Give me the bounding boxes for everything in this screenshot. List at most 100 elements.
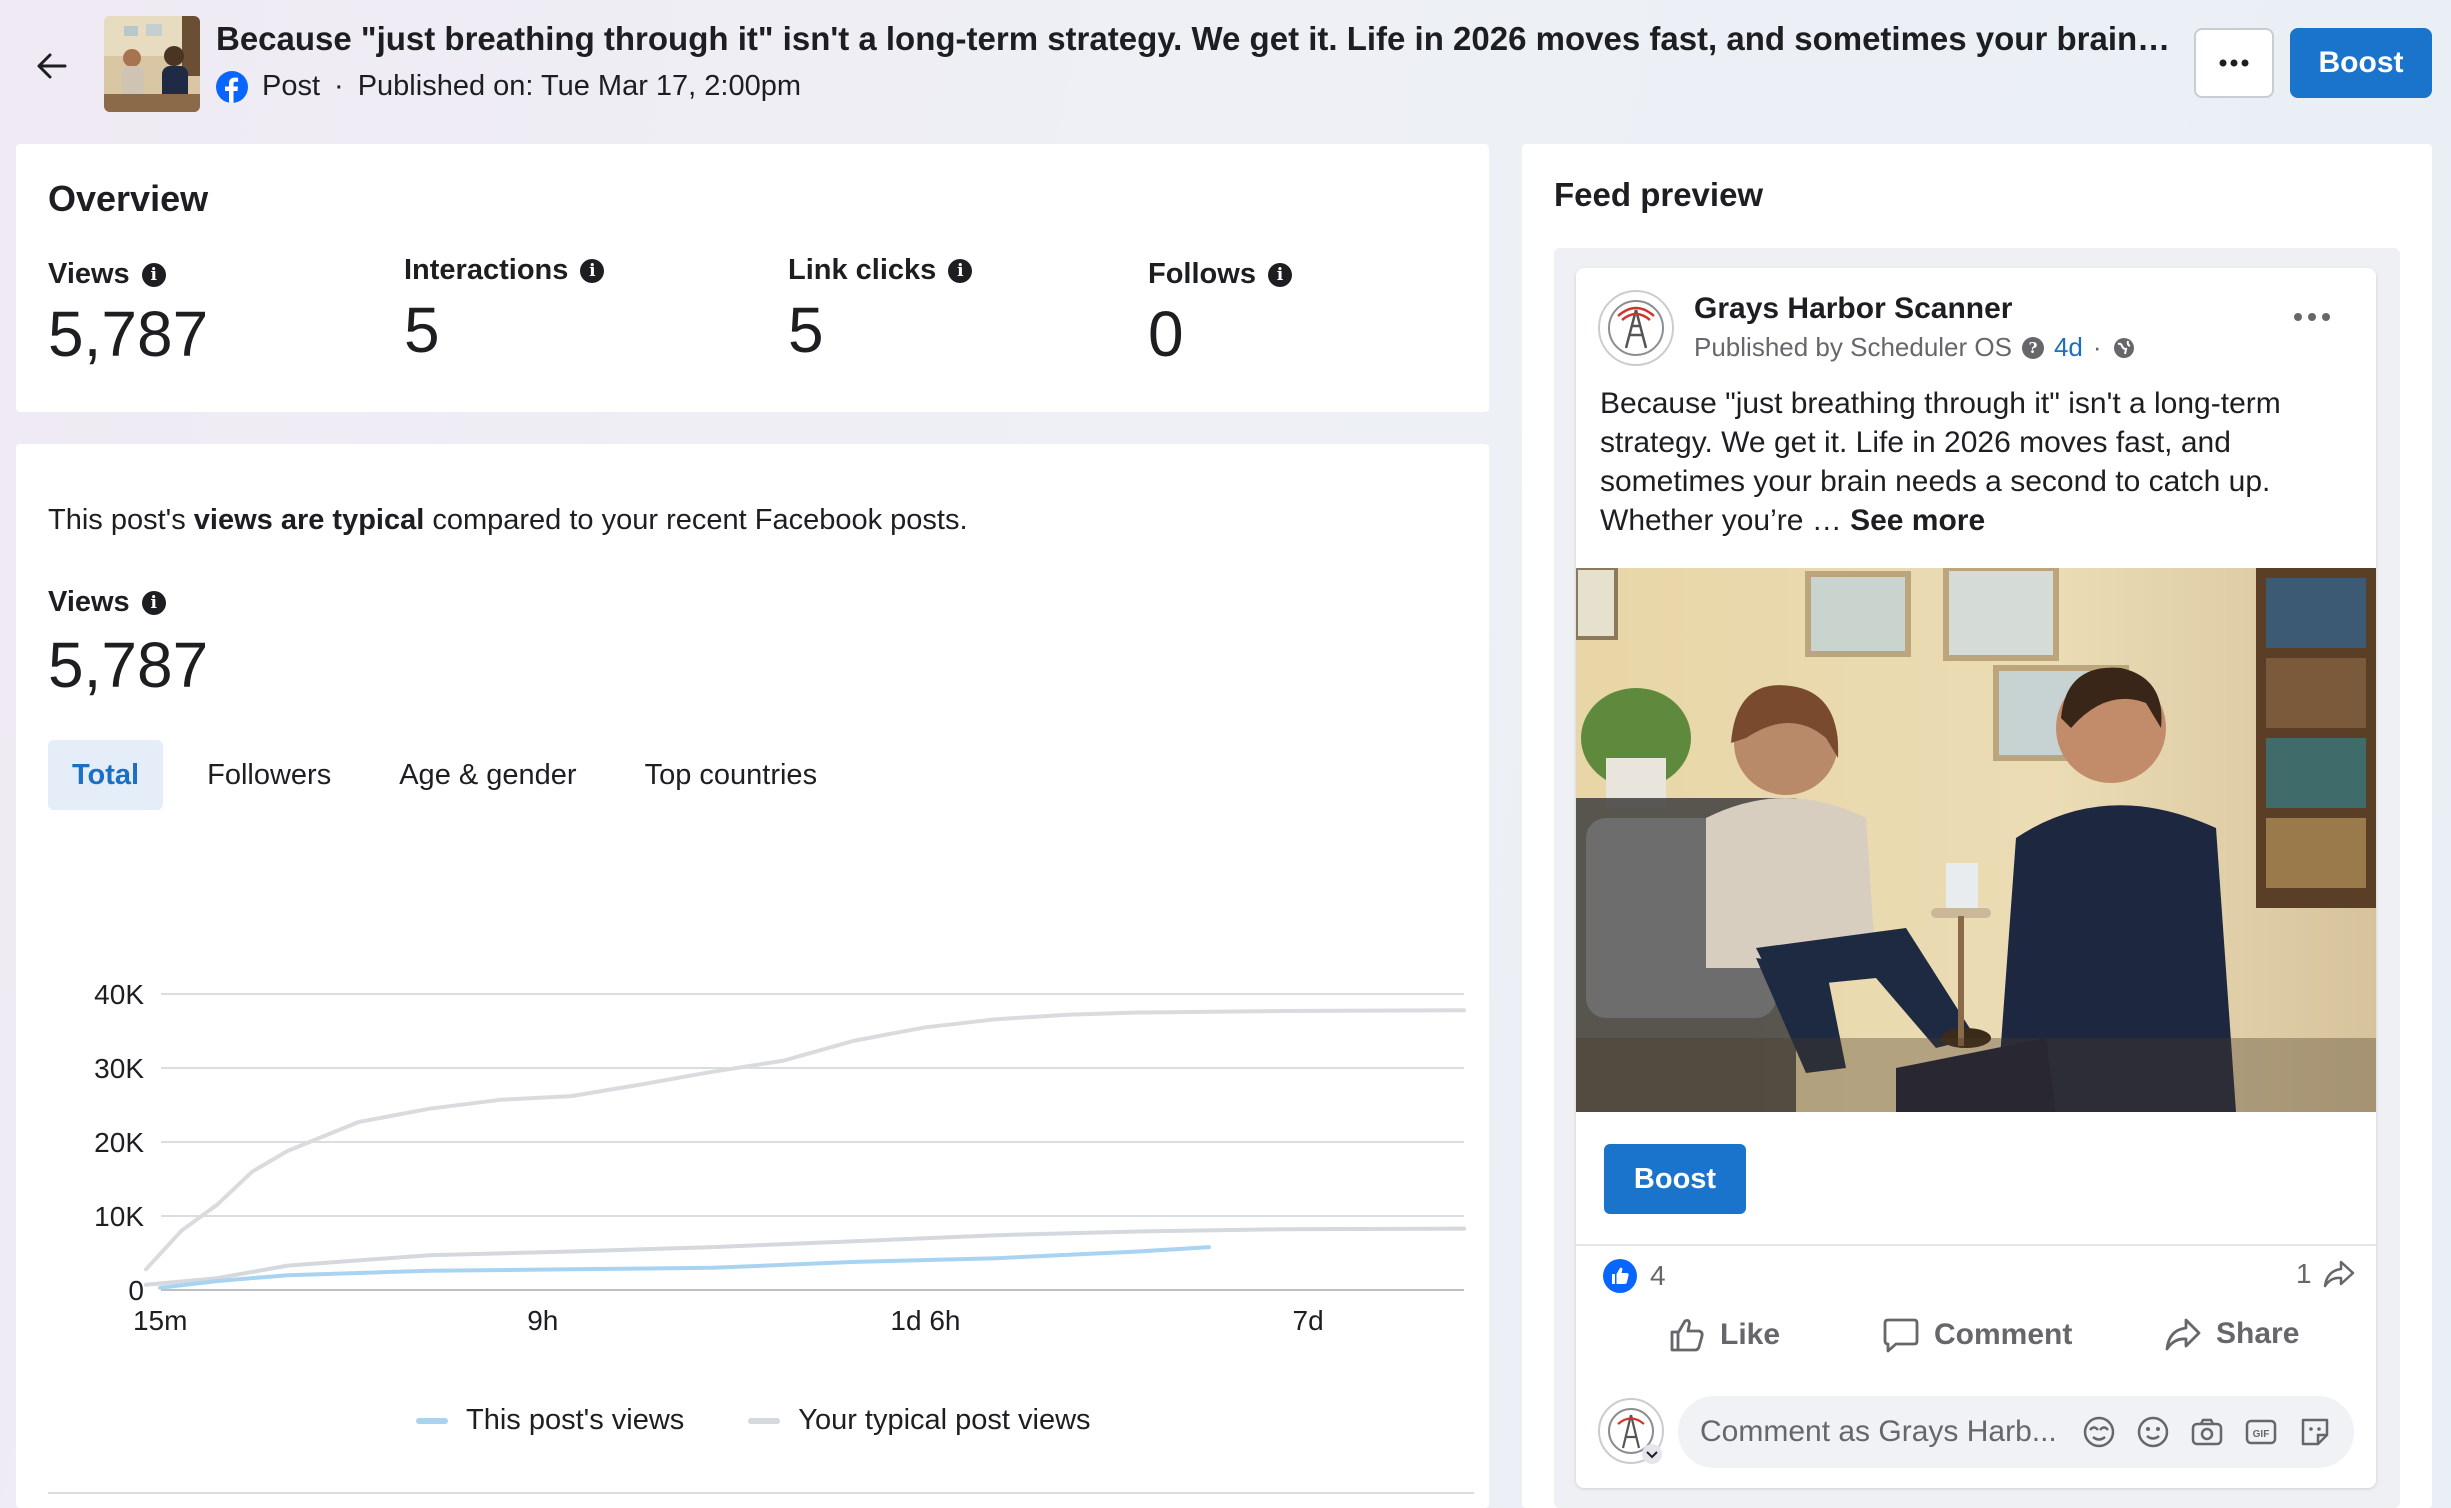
views-label-row: Views i	[48, 586, 166, 619]
share-icon	[2165, 1318, 2201, 1351]
views-value: 5,787	[48, 629, 209, 701]
comment-label: Comment	[1934, 1318, 2073, 1351]
globe-icon	[2113, 337, 2134, 358]
page-name[interactable]: Grays Harbor Scanner	[1694, 292, 2013, 325]
avatar-icon	[1598, 290, 1674, 366]
metric-interactions: Interactions i 5	[404, 254, 605, 367]
y-tick-label: 30K	[94, 1053, 144, 1084]
facebook-post-preview: Grays Harbor Scanner Published by Schedu…	[1576, 268, 2376, 1488]
post-time[interactable]: 4d	[2053, 332, 2083, 362]
feed-preview-card: Feed preview Grays Harbor Scanner Publis…	[1522, 144, 2432, 1508]
tab-age-gender[interactable]: Age & gender	[399, 758, 577, 791]
like-icon	[1670, 1319, 1704, 1352]
y-tick-label: 20K	[94, 1127, 144, 1158]
post-type: Post	[262, 70, 321, 102]
svg-text:GIF: GIF	[2253, 1429, 2270, 1440]
series-line-this-post	[158, 1245, 1211, 1290]
post-thumbnail	[104, 16, 200, 112]
more-icon	[2294, 313, 2330, 321]
x-tick-label: 1d 6h	[890, 1305, 960, 1336]
breakdown-tabs: Total Followers Age & gender Top countri…	[48, 740, 841, 810]
emoji-icon[interactable]	[2136, 1415, 2170, 1449]
series-line-typical-upper	[144, 1008, 1466, 1272]
x-tick-label: 7d	[1293, 1305, 1324, 1336]
like-reaction-icon	[1603, 1259, 1637, 1293]
comment-icon	[1883, 1318, 1919, 1353]
page-avatar[interactable]	[1598, 290, 1674, 366]
feed-preview-title: Feed preview	[1554, 176, 1764, 213]
x-tick-label: 9h	[527, 1305, 558, 1336]
help-icon[interactable]: ?	[2021, 336, 2044, 359]
reactions-summary[interactable]: 4	[1602, 1258, 1666, 1294]
views-label: Views	[48, 586, 130, 618]
metric-value: 0	[1148, 298, 1184, 370]
metric-follows: Follows i 0	[1148, 258, 1292, 371]
like-label: Like	[1720, 1318, 1781, 1351]
metric-link-clicks: Link clicks i 5	[788, 254, 973, 367]
metric-label: Interactions	[404, 254, 569, 286]
legend-swatch	[748, 1417, 781, 1424]
see-more-link[interactable]: See more	[1850, 504, 1986, 537]
published-by: Published by Scheduler OS	[1694, 332, 2012, 362]
legend-swatch	[416, 1417, 448, 1424]
info-icon[interactable]: i	[1267, 262, 1292, 287]
published-date: Published on: Tue Mar 17, 2:00pm	[357, 70, 802, 102]
comment-input[interactable]: Comment as Grays Harb... GIF	[1678, 1396, 2354, 1468]
y-tick-label: 40K	[94, 979, 144, 1010]
preview-frame: Grays Harbor Scanner Published by Schedu…	[1554, 248, 2400, 1508]
more-icon	[2219, 59, 2249, 67]
tab-followers[interactable]: Followers	[207, 758, 332, 791]
back-button[interactable]	[30, 44, 74, 88]
share-label: Share	[2216, 1317, 2300, 1350]
commenter-avatar[interactable]	[1598, 1398, 1664, 1464]
info-icon[interactable]: i	[948, 258, 973, 283]
legend-item: Your typical post views	[748, 1404, 1091, 1437]
shares-count: 1	[2296, 1258, 2312, 1289]
metric-value: 5,787	[48, 298, 209, 370]
camera-icon[interactable]	[2190, 1415, 2224, 1449]
y-tick-label: 0	[128, 1275, 144, 1306]
avatar-icon	[1598, 1398, 1664, 1464]
published-by-line: Published by Scheduler OS ? 4d ·	[1694, 332, 2136, 363]
views-analytics-card: This post's views are typical compared t…	[16, 444, 1489, 1508]
post-title: Because "just breathing through it" isn'…	[216, 20, 2176, 57]
share-button[interactable]: Share	[2164, 1316, 2299, 1352]
gif-icon[interactable]: GIF	[2244, 1415, 2278, 1449]
comparison-summary: This post's views are typical compared t…	[48, 504, 968, 536]
metric-views: Views i 5,787	[48, 258, 208, 371]
divider	[1576, 1244, 2376, 1246]
views-line-chart: 0 10K 20K 30K 40K 15m 9h 1d 6h 7d	[94, 979, 1466, 1336]
metric-value: 5	[404, 294, 440, 366]
metric-label: Follows	[1148, 258, 1256, 290]
post-more-button[interactable]	[2294, 308, 2330, 326]
facebook-icon	[216, 70, 248, 103]
chart-legend: This post's views Your typical post view…	[416, 1404, 1091, 1437]
shares-summary[interactable]: 1	[2296, 1258, 2356, 1290]
boost-button[interactable]: Boost	[2290, 28, 2432, 98]
reactions-count: 4	[1650, 1260, 1666, 1291]
info-icon[interactable]: i	[580, 258, 605, 283]
more-options-button[interactable]	[2194, 28, 2274, 98]
legend-item: This post's views	[416, 1404, 684, 1437]
comment-button[interactable]: Comment	[1882, 1316, 2072, 1354]
post-image[interactable]	[1576, 565, 2376, 1112]
info-icon[interactable]: i	[141, 590, 166, 615]
overview-title: Overview	[48, 178, 209, 219]
preview-boost-button[interactable]: Boost	[1604, 1144, 1746, 1214]
overview-card: Overview Views i 5,787 Interactions i 5 Li…	[16, 144, 1489, 412]
post-text: Because "just breathing through it" isn'…	[1600, 387, 2281, 537]
tab-total[interactable]: Total	[48, 740, 164, 810]
tab-top-countries[interactable]: Top countries	[644, 758, 818, 791]
y-tick-label: 10K	[94, 1201, 144, 1232]
metric-label: Views	[48, 258, 130, 290]
comment-placeholder: Comment as Grays Harb...	[1700, 1415, 2057, 1448]
like-button[interactable]: Like	[1668, 1316, 1780, 1354]
info-icon[interactable]: i	[141, 262, 166, 287]
comment-tools: GIF	[2082, 1415, 2332, 1449]
sticker-icon[interactable]	[2082, 1415, 2116, 1449]
metric-label: Link clicks	[788, 254, 937, 286]
meta-separator: ·	[334, 70, 344, 102]
avatar-sticker-icon[interactable]	[2298, 1415, 2332, 1449]
x-tick-label: 15m	[133, 1305, 187, 1336]
legend-label: This post's views	[466, 1404, 685, 1436]
